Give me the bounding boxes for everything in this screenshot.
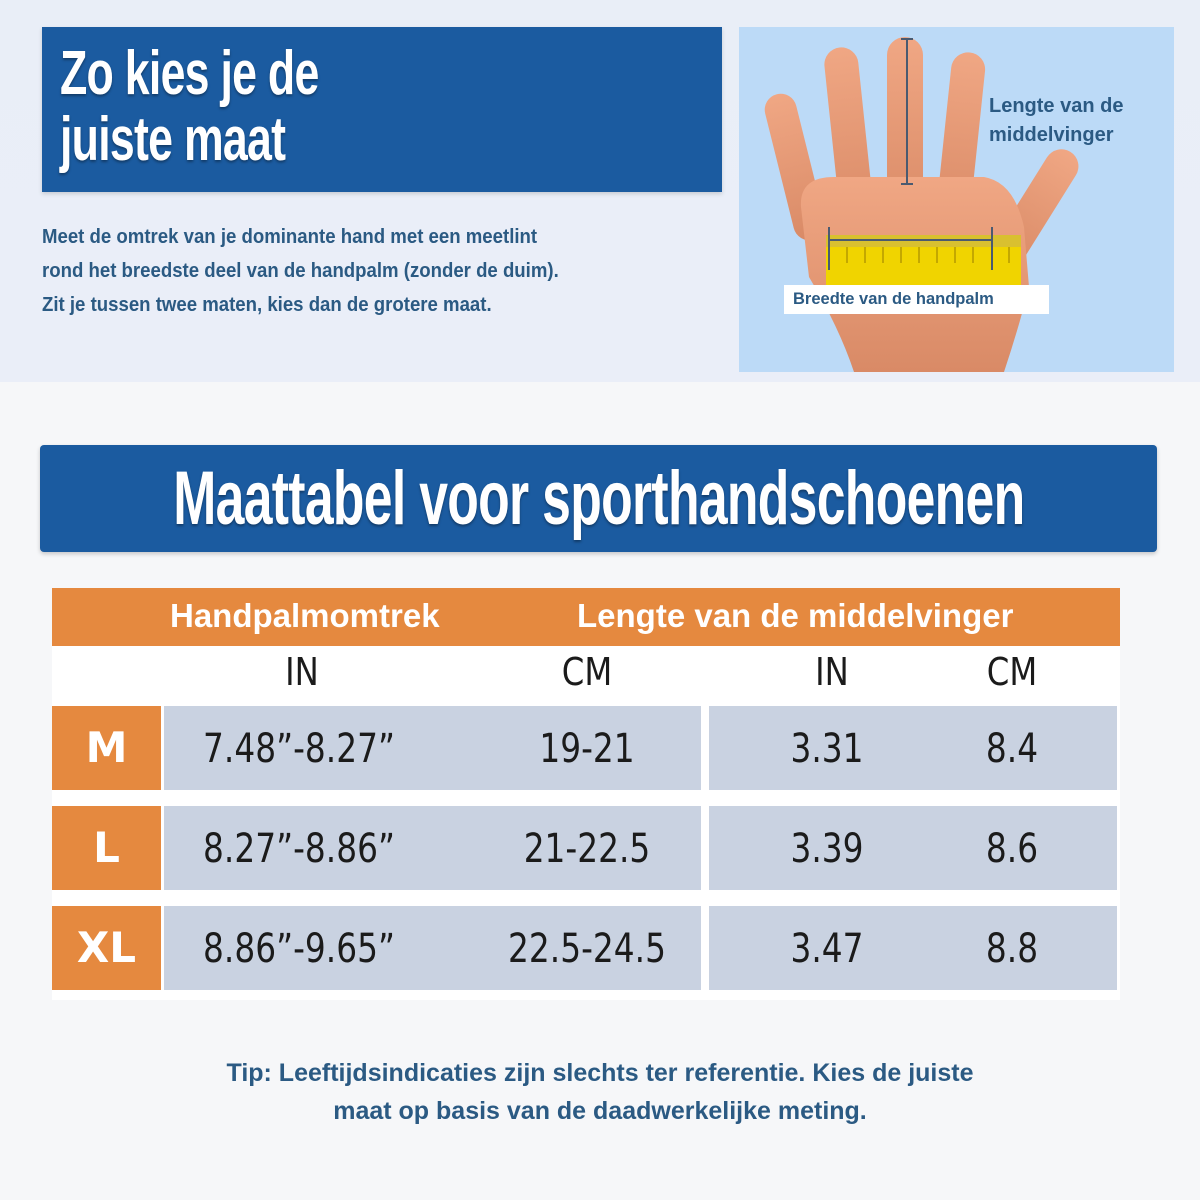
table-row — [164, 906, 701, 990]
sizing-tip: Tip: Leeftijdsindicaties zijn slechts te… — [100, 1054, 1100, 1130]
cell-palm-in: 8.86”-9.65” — [203, 926, 395, 972]
cell-finger-in: 3.39 — [790, 826, 864, 872]
size-label-l: L — [52, 806, 161, 890]
finger-label-line-1: Lengte van de — [989, 95, 1124, 117]
title-line-1: Zo kies je de — [60, 39, 319, 108]
unit-header-palm-in: IN — [285, 650, 319, 694]
cell-palm-cm: 22.5-24.5 — [508, 926, 666, 972]
title-banner: Zo kies je de juiste maat — [42, 27, 722, 192]
unit-header-finger-in: IN — [815, 650, 849, 694]
size-chart-title-banner: Maattabel voor sporthandschoenen — [40, 445, 1157, 552]
table-group-header: Handpalmomtrek Lengte van de middelvinge… — [52, 588, 1120, 646]
table-row — [164, 806, 701, 890]
hand-illustration-icon — [764, 37, 1079, 372]
finger-length-label: Lengte van de middelvinger — [989, 92, 1123, 150]
cell-palm-in: 8.27”-8.86” — [203, 826, 395, 872]
cell-palm-in: 7.48”-8.27” — [203, 726, 395, 772]
tip-line-1: Tip: Leeftijdsindicaties zijn slechts te… — [226, 1059, 974, 1087]
page-title: Zo kies je de juiste maat — [60, 41, 463, 173]
title-line-2: juiste maat — [60, 105, 286, 174]
size-label-m: M — [52, 706, 161, 790]
table-row — [709, 906, 1117, 990]
size-label-xl: XL — [52, 906, 161, 990]
unit-header-finger-cm: CM — [986, 650, 1038, 694]
tip-line-2: maat op basis van de daadwerkelijke meti… — [333, 1097, 867, 1125]
table-row — [709, 806, 1117, 890]
palm-width-label: Breedte van de handpalm — [784, 285, 1049, 314]
cell-finger-in: 3.31 — [790, 726, 864, 772]
cell-finger-cm: 8.8 — [985, 926, 1039, 972]
cell-finger-in: 3.47 — [790, 926, 864, 972]
cell-palm-cm: 19-21 — [539, 726, 635, 772]
hand-measurement-diagram: Lengte van de middelvinger Breedte van d… — [739, 27, 1174, 372]
header-middle-finger-length: Lengte van de middelvinger — [577, 597, 1014, 634]
finger-label-line-2: middelvinger — [989, 124, 1114, 146]
cell-finger-cm: 8.6 — [985, 826, 1039, 872]
unit-header-palm-cm: CM — [561, 650, 613, 694]
header-palm-circumference: Handpalmomtrek — [170, 597, 440, 634]
cell-palm-cm: 21-22.5 — [523, 826, 651, 872]
size-chart-title: Maattabel voor sporthandschoenen — [172, 456, 1025, 541]
table-row — [709, 706, 1117, 790]
size-table: Handpalmomtrek Lengte van de middelvinge… — [52, 588, 1120, 1000]
cell-finger-cm: 8.4 — [985, 726, 1039, 772]
measurement-instructions: Meet de omtrek van je dominante hand met… — [42, 226, 559, 316]
table-row — [164, 706, 701, 790]
